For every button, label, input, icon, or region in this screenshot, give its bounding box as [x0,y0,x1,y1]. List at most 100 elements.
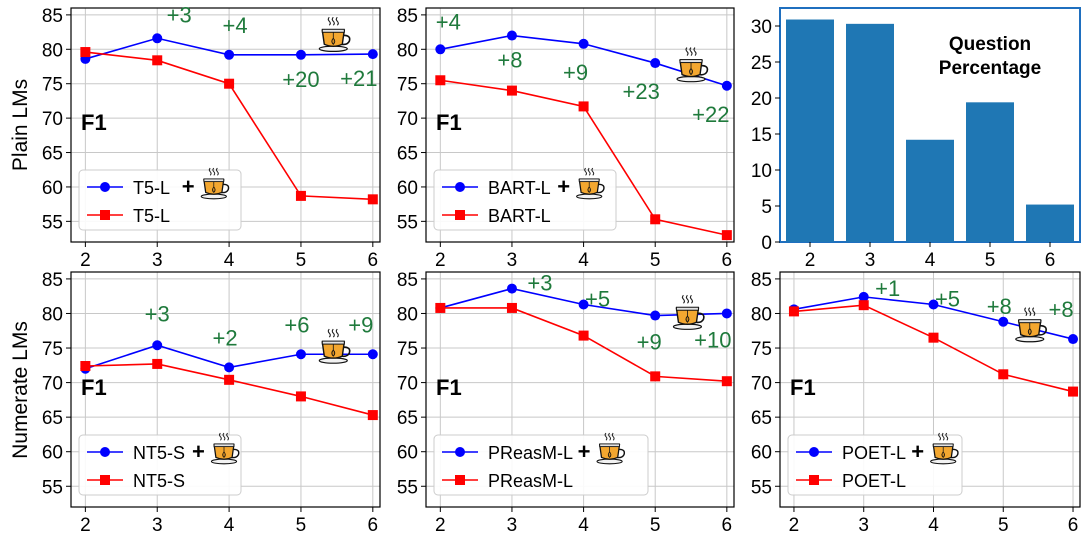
steam-line [689,47,693,56]
steam-line [584,167,587,176]
chart-panel-3: 0 5 10 15 20 25 30 2 3 4 5 6 Question Percentage [751,7,1081,271]
data-point [367,349,378,360]
data-point [650,310,661,321]
gain-annotation: +5 [585,286,610,311]
x-tick-label: 2 [80,250,91,271]
y-tick-label: 85 [397,6,418,27]
tea-bag [1027,328,1032,336]
tea-bag [331,37,336,45]
x-tick-label: 4 [578,250,589,271]
steam-line [1028,307,1032,317]
steam-line [591,167,595,176]
legend: BART-L + BART-L [433,167,617,231]
plot-frame [425,7,735,243]
x-tick-label: 6 [722,515,733,534]
legend-plus: + [182,174,195,199]
y-tick-label: 55 [397,212,418,233]
gain-annotation: +21 [340,66,377,91]
data-point [998,316,1009,327]
data-point [788,306,799,317]
gain-annotation: +8 [497,48,522,73]
y-tick-label: 65 [42,408,63,429]
data-point [506,302,517,313]
data-point [367,194,378,205]
y-tick-label: 5 [761,197,772,218]
gain-annotation: +4 [436,9,461,34]
x-tick-label: 5 [985,250,996,271]
cup-handle [341,34,351,46]
data-point [858,291,869,302]
y-tick-label: 60 [751,443,772,464]
y-tick-label: 75 [397,75,418,96]
steam-line [1024,307,1028,317]
data-point [1068,386,1079,397]
legend-box [433,169,617,231]
chart-panel-5: 55 60 65 70 75 80 85 2 3 4 5 6 F1 +3 +5 +9 +10 PReasM-L +P… [397,270,735,536]
y-tick-label: 55 [42,212,63,233]
chart-panel-1: 55 60 65 70 75 80 85 2 3 4 5 6 F1 +3 +4 +20 +21 T5-L + T5-L [42,2,381,271]
cup-rim [321,28,345,33]
cup-rim [679,59,703,64]
y-tick-label: 60 [397,443,418,464]
data-point [295,49,306,60]
y-tick-label: 15 [751,125,772,146]
cup-handle [596,183,605,194]
y-tick-label: 30 [751,17,772,38]
legend-marker [455,210,465,220]
y-tick-label: 75 [42,75,63,96]
cup-rim [203,178,225,183]
steam-line [693,47,697,56]
steam-line [327,328,331,338]
legend-label: PReasM-L [488,471,573,491]
gain-annotation: +9 [563,60,588,85]
data-point [858,300,869,311]
gain-annotation: +23 [623,79,660,104]
legend-box [433,434,649,496]
data-point [224,362,235,373]
legend: NT5-S + NT5-S [78,432,242,496]
data-point [152,55,163,66]
x-tick-label: 3 [858,515,869,534]
gain-annotation: +22 [692,102,729,127]
row-label-plain: Plain LMs [9,79,32,171]
data-point [650,58,661,69]
legend-marker [455,447,465,457]
steam-line [335,16,339,26]
legend-plus: + [192,439,205,464]
y-tick-label: 65 [397,144,418,165]
data-point [152,358,163,369]
y-tick-label: 75 [751,339,772,360]
x-tick-label: 5 [296,515,307,534]
y-tick-label: 70 [42,109,63,130]
cup-rim [321,340,345,345]
data-point [435,44,446,55]
legend-label: NT5-S [133,471,185,491]
data-point [998,369,1009,380]
data-point [152,340,163,351]
steam-line [604,432,608,441]
legend-label: T5-L [133,206,170,226]
data-point [928,299,939,310]
legend-marker [100,447,110,457]
x-tick-label: 6 [1068,515,1079,534]
steam-line [331,328,335,338]
legend-label: NT5-S [133,443,185,463]
tea-bag [222,451,226,458]
gain-annotation: +6 [284,312,309,337]
data-point [506,85,517,96]
steam-line [331,16,335,26]
data-point [1068,334,1079,345]
data-point [578,38,589,49]
legend-marker [809,475,819,485]
legend-marker [100,475,110,485]
cup-handle [341,346,351,358]
steam-line [689,294,693,304]
x-tick-label: 5 [650,250,661,271]
y-tick-label: 80 [397,40,418,61]
gain-annotation: +9 [637,330,662,355]
x-tick-label: 4 [925,250,936,271]
data-point [721,308,732,319]
legend: PReasM-L +PReasM-L [433,432,649,496]
data-point [578,299,589,310]
plot-frame [70,7,381,243]
